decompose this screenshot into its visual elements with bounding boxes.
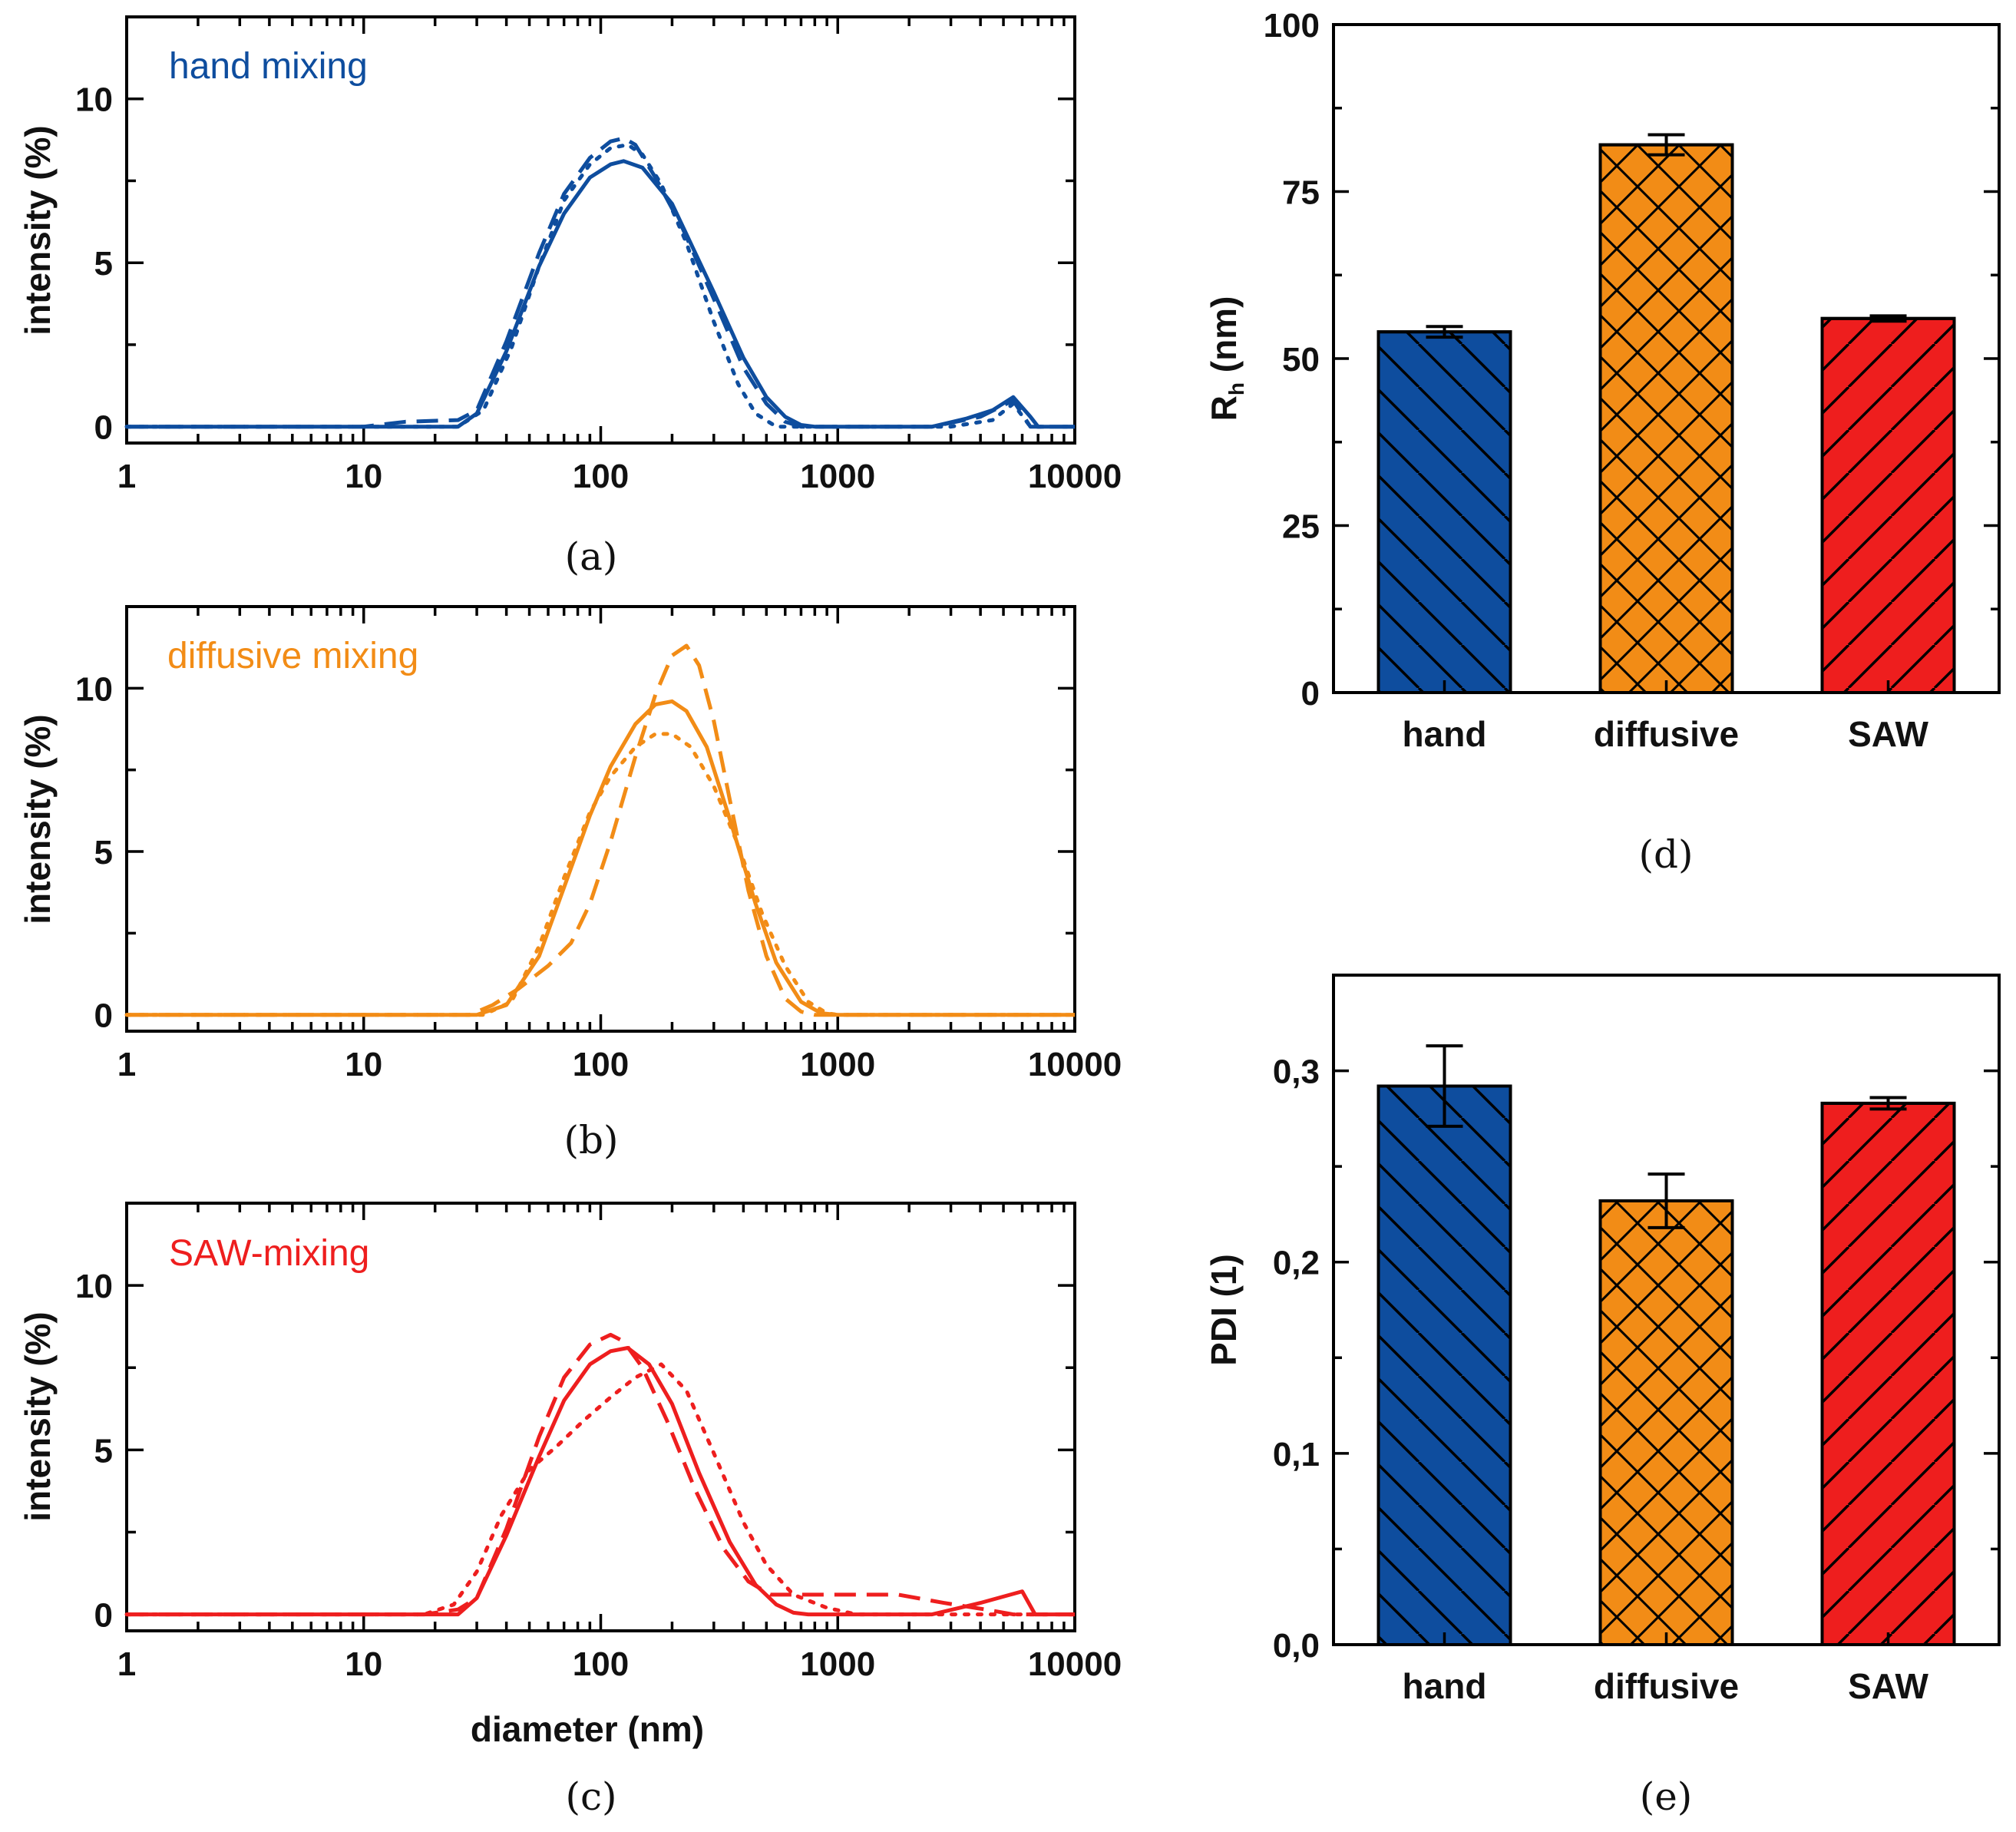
y-tick-label-d: 0 — [1301, 675, 1320, 713]
category-label-hand-d: hand — [1403, 714, 1487, 754]
panel-a: intensity (%) hand mixing (a) — [18, 15, 1076, 579]
x-tick-label-a: 10000 — [1028, 458, 1122, 495]
panel-d-marks: 0 25 50 75 100 hand diffusive SAW — [1264, 7, 1999, 754]
panel-c: intensity (%) SAW-mixing diameter (nm) (… — [18, 1202, 1076, 1819]
panel-c-marks: 1 10 100 1000 10000 0 5 10 — [75, 1202, 1122, 1683]
y-tick-label-d: 50 — [1282, 341, 1320, 379]
panel-label-e: (e) — [1640, 1774, 1693, 1819]
bar-hatch-hand-d — [1376, 330, 1512, 694]
bar-hatch-diffusive-d — [1598, 143, 1734, 695]
bar-hatch-SAW-e — [1820, 1101, 1956, 1646]
x-tick-label-b: 10000 — [1028, 1046, 1122, 1083]
x-tick-label-c: 10 — [345, 1645, 382, 1683]
bar-hatch-hand-e — [1376, 1084, 1512, 1646]
panel-b-marks: 1 10 100 1000 10000 0 5 10 — [75, 605, 1122, 1083]
series-dotted-line-c — [124, 1362, 1077, 1617]
y-tick-label-b: 10 — [75, 670, 113, 708]
y-axis-title-d-main: R — [1204, 395, 1244, 421]
bar-hatch-SAW-d — [1820, 316, 1956, 694]
category-label-SAW-d: SAW — [1848, 714, 1928, 754]
y-tick-label-c: 10 — [75, 1268, 113, 1305]
category-label-hand-e: hand — [1403, 1666, 1487, 1706]
y-axis-title-d-unit: (nm) — [1204, 296, 1244, 382]
panel-e-marks: 0,0 0,1 0,2 0,3 hand diffusive SAW — [1273, 974, 1999, 1706]
x-tick-label-b: 100 — [573, 1046, 629, 1083]
inset-label-a: hand mixing — [169, 46, 368, 87]
x-tick-label-c: 10000 — [1028, 1645, 1122, 1683]
x-tick-label-c: 1000 — [800, 1645, 875, 1683]
y-tick-label-c: 0 — [94, 1597, 113, 1635]
category-label-SAW-e: SAW — [1848, 1666, 1928, 1706]
y-axis-title-e: PDI (1) — [1204, 1254, 1244, 1366]
y-tick-label-b: 0 — [94, 997, 113, 1035]
y-axis-title-a: intensity (%) — [18, 125, 58, 335]
y-axis-title-b: intensity (%) — [18, 714, 58, 924]
x-tick-label-a: 10 — [345, 458, 382, 495]
y-axis-title-d-sub: h — [1224, 382, 1248, 395]
x-tick-label-c: 100 — [573, 1645, 629, 1683]
x-tick-label-b: 10 — [345, 1046, 382, 1083]
series-dotted-line-a — [124, 143, 1077, 429]
y-tick-label-a: 10 — [75, 81, 113, 119]
x-tick-label-b: 1000 — [800, 1046, 875, 1083]
panel-label-b: (b) — [563, 1118, 618, 1162]
inset-label-b: diffusive mixing — [167, 636, 418, 676]
inset-label-c: SAW-mixing — [169, 1233, 369, 1274]
series-solid-line-c — [127, 1346, 1075, 1617]
panel-label-c: (c) — [565, 1774, 616, 1819]
series-solid-line-b — [127, 699, 1075, 1017]
y-tick-label-a: 5 — [94, 245, 113, 283]
panel-a-marks: 1 10 100 1000 10000 0 5 10 — [75, 15, 1122, 495]
x-tick-label-a: 1 — [117, 458, 136, 495]
y-tick-label-a: 0 — [94, 409, 113, 447]
y-tick-label-b: 5 — [94, 834, 113, 871]
x-tick-label-a: 1000 — [800, 458, 875, 495]
y-tick-label-e: 0,0 — [1273, 1627, 1320, 1665]
panel-e: PDI (1) (e) — [1204, 974, 2001, 1819]
x-axis-title-c: diameter (nm) — [471, 1709, 704, 1749]
series-dashed-line-c — [127, 1332, 1075, 1617]
y-tick-label-c: 5 — [94, 1432, 113, 1470]
y-tick-label-d: 25 — [1282, 508, 1320, 546]
y-tick-label-d: 100 — [1264, 7, 1320, 45]
panel-label-a: (a) — [565, 534, 618, 579]
series-dashed-line-b — [127, 643, 1075, 1017]
y-tick-label-d: 75 — [1282, 174, 1320, 212]
y-tick-label-e: 0,1 — [1273, 1436, 1320, 1473]
category-label-diffusive-d: diffusive — [1594, 714, 1739, 754]
category-label-diffusive-e: diffusive — [1594, 1666, 1739, 1706]
y-axis-title-c: intensity (%) — [18, 1311, 58, 1521]
series-dotted-line-b — [124, 732, 1077, 1017]
y-tick-label-e: 0,2 — [1273, 1245, 1320, 1282]
panel-b: intensity (%) diffusive mixing (b) — [18, 605, 1076, 1162]
y-axis-title-d: Rh (nm) — [1204, 296, 1248, 422]
series-solid-line-a — [127, 159, 1075, 429]
x-tick-label-c: 1 — [117, 1645, 136, 1683]
x-tick-label-b: 1 — [117, 1046, 136, 1083]
x-tick-label-a: 100 — [573, 458, 629, 495]
y-tick-label-e: 0,3 — [1273, 1053, 1320, 1091]
series-dashed-line-a — [127, 136, 1075, 429]
panel-label-d: (d) — [1638, 832, 1693, 877]
bar-hatch-diffusive-e — [1598, 1199, 1734, 1646]
